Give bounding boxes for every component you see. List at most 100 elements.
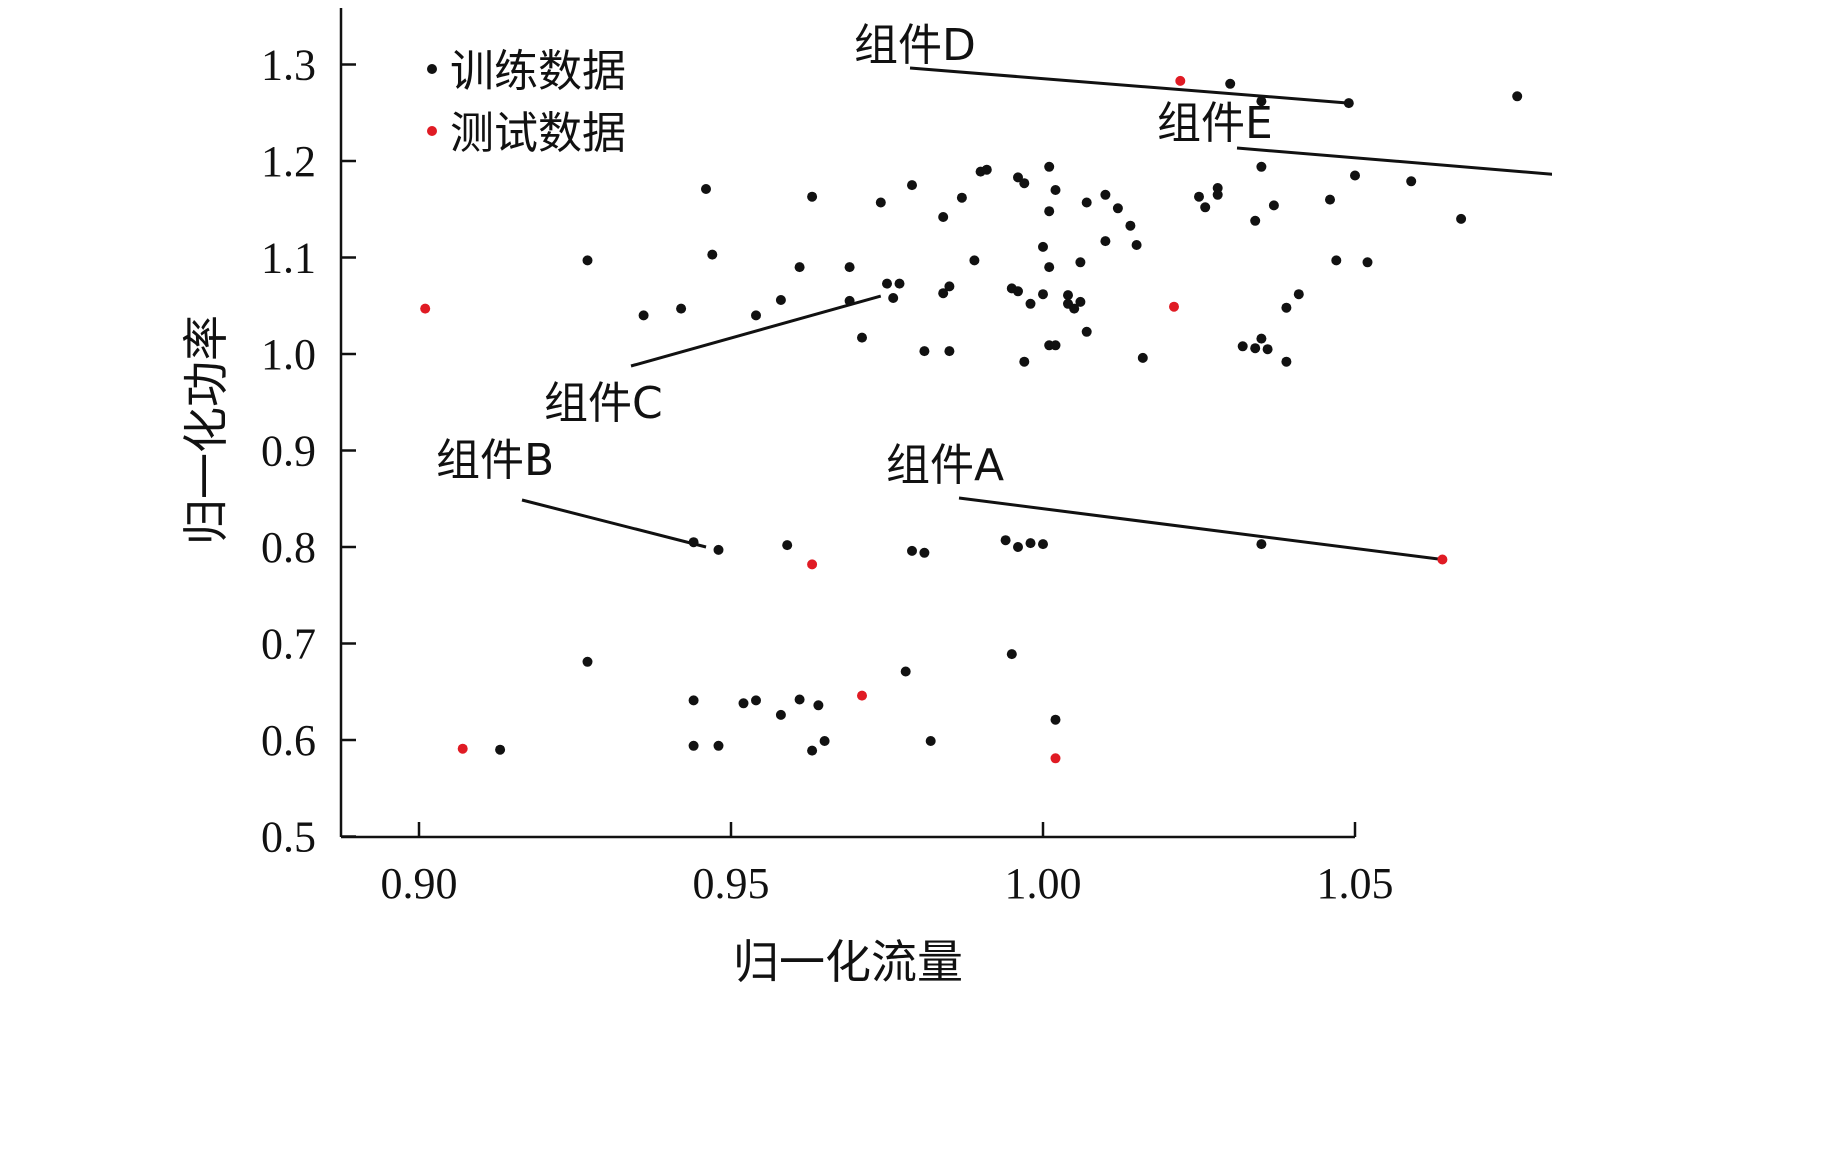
train-data-point [688,537,699,548]
annotation-leader-line [1236,146,1552,176]
train-data-point [713,544,724,555]
train-data-point [1212,189,1223,200]
train-data-point [819,736,830,746]
train-data-point [1019,356,1030,367]
train-data-point [707,249,718,260]
train-data-point [919,346,930,357]
train-data-point [1256,539,1267,550]
annotation-leader-line [958,496,1443,562]
train-data-point [888,293,899,303]
train-data-point [1100,189,1111,200]
train-data-point [1013,542,1023,552]
train-data-point [582,656,593,667]
annotation-label-a: 组件A [886,440,1004,491]
x-tick-label: 0.95 [693,859,770,908]
train-data-point [1262,344,1273,355]
train-data-point [1350,170,1360,181]
y-tick-label: 1.1 [261,234,316,283]
test-data-point [807,559,818,570]
train-data-point [582,255,593,266]
legend: 训练数据 测试数据 [427,46,626,159]
annotation-leader-line [521,498,707,549]
train-data-point [1281,356,1292,367]
scatter-chart: 0.900.951.001.051.101.151.200.50.60.70.8… [179,8,1552,989]
train-data-point [1406,176,1417,187]
train-data-point [1038,289,1048,300]
train-data-point [794,694,805,705]
train-data-point [638,310,649,321]
annotation-label-d: 组件D [854,20,976,71]
train-data-point [875,197,886,208]
train-data-point [1112,203,1123,214]
y-tick-label: 1.3 [261,41,316,90]
train-data-point [1013,172,1023,183]
train-data-point [907,180,917,191]
train-data-point [1250,343,1261,354]
annotation-label-b: 组件B [436,435,554,486]
legend-marker-train [427,64,437,74]
train-data-point [1075,257,1086,268]
train-data-point [751,695,761,706]
train-data-point [782,540,793,551]
train-data-point [1256,333,1267,344]
train-data-point [1038,539,1048,550]
train-data-point [1281,302,1292,313]
test-data-point [457,743,468,754]
y-tick-label: 0.7 [261,620,316,669]
train-data-point [1125,220,1136,231]
train-data-point [1237,341,1248,352]
train-data-point [907,545,917,556]
train-data-point [1044,161,1055,172]
train-data-point [1325,194,1335,205]
train-data-point [1050,185,1061,195]
y-tick-label: 1.0 [261,330,316,379]
y-tick-label: 0.8 [261,523,316,572]
train-data-point [688,740,699,751]
train-data-point [1019,178,1030,189]
legend-label-train: 训练数据 [450,46,626,97]
legend-marker-test [427,126,437,136]
train-data-point [981,164,992,175]
test-data-point [857,690,867,701]
train-data-point [807,745,818,756]
train-data-point [1225,78,1236,89]
y-tick-label: 0.6 [261,716,316,765]
train-data-point [1050,340,1061,351]
train-data-point [919,547,930,558]
test-data-point [1175,75,1186,86]
train-data-point [925,736,936,746]
annotation-leader-line [909,66,1349,105]
train-data-point [807,191,818,202]
train-data-point [1137,352,1148,363]
train-data-point [1075,296,1086,307]
train-data-point [701,184,711,194]
train-data-point [1331,255,1342,266]
train-data-point [1063,290,1073,301]
train-data-point [676,303,687,314]
test-data-point [420,303,431,314]
train-data-point [894,278,905,289]
train-data-point [844,295,855,306]
train-data-point [1362,257,1373,268]
legend-label-test: 测试数据 [450,108,626,159]
x-tick-label: 0.90 [381,859,458,908]
train-data-point [900,666,911,677]
train-data-point [1256,96,1267,107]
train-data-point [1200,202,1211,213]
test-data-point [1437,554,1448,565]
annotation-leaders [521,66,1552,562]
train-data-point [813,700,824,711]
train-data-point [1025,538,1036,549]
x-tick-label: 1.05 [1317,859,1394,908]
train-data-point [956,192,967,203]
train-data-point [938,288,949,299]
train-data-point [1050,714,1061,725]
train-data-point [1268,200,1279,211]
train-data-point [775,295,786,305]
train-data-point [1006,649,1017,660]
train-data-point [688,695,699,706]
train-data-point [713,740,724,751]
train-data-point [1044,206,1055,217]
train-data-point [1343,98,1354,109]
train-data-point [1194,191,1204,202]
